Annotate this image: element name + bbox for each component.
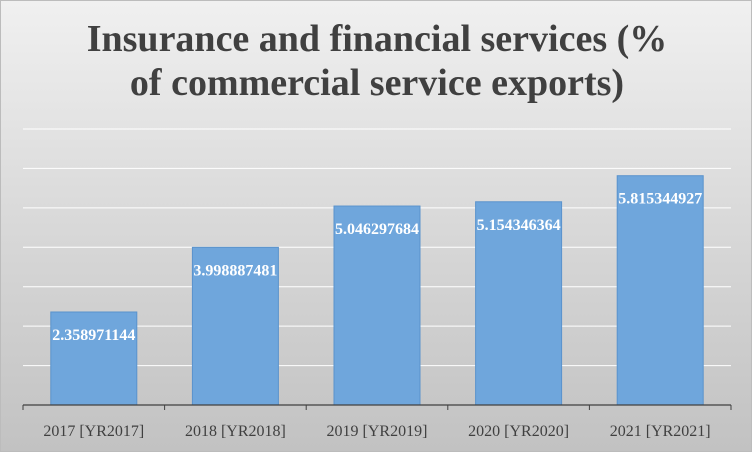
data-label: 3.998887481	[193, 262, 277, 279]
chart-title-line-1: Insurance and financial services (%	[86, 18, 668, 60]
bar	[50, 311, 138, 406]
bar	[191, 246, 279, 406]
x-tick-label: 2021 [YR2021]	[610, 423, 711, 440]
x-tick-label: 2019 [YR2019]	[327, 423, 428, 440]
x-tick-label: 2020 [YR2020]	[468, 423, 569, 440]
x-tick-label: 2017 [YR2017]	[43, 423, 144, 440]
bar	[333, 205, 421, 406]
data-label: 2.358971144	[52, 327, 135, 344]
x-tick-label: 2018 [YR2018]	[185, 423, 286, 440]
chart-title-line-2: of commercial service exports)	[129, 62, 625, 104]
data-label: 5.815344927	[618, 191, 702, 208]
chart-title: Insurance and financial services (% of c…	[1, 17, 752, 105]
data-label: 5.046297684	[335, 221, 419, 238]
data-label: 5.154346364	[477, 217, 561, 234]
bar	[616, 175, 704, 406]
bar	[475, 201, 563, 406]
